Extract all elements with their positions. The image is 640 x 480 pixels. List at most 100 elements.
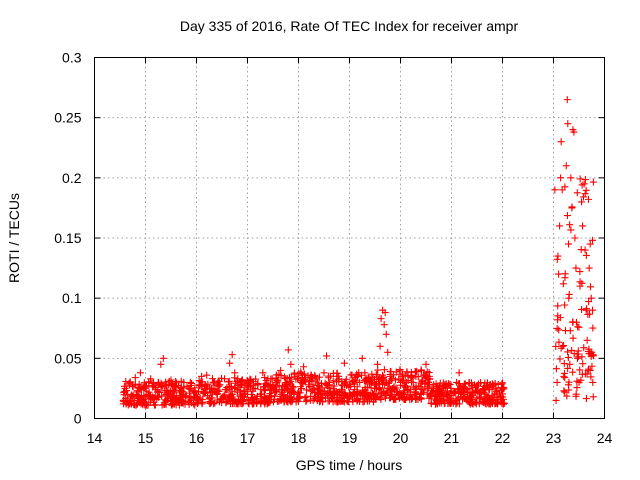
data-point <box>147 394 155 402</box>
data-point <box>397 381 405 389</box>
data-point <box>569 318 577 326</box>
data-point <box>390 371 398 379</box>
data-point <box>573 377 581 385</box>
data-point <box>210 385 218 393</box>
data-point <box>290 370 298 378</box>
data-point <box>585 365 593 373</box>
data-point <box>236 395 244 403</box>
data-point <box>231 379 239 387</box>
data-point <box>324 392 332 400</box>
y-tick-label: 0 <box>74 411 82 427</box>
data-point <box>281 373 289 381</box>
data-point <box>274 378 282 386</box>
data-point <box>579 222 587 230</box>
data-point <box>499 379 507 387</box>
data-point <box>340 359 348 367</box>
data-point <box>228 387 236 395</box>
data-point <box>453 396 461 404</box>
data-point <box>561 183 569 191</box>
data-point <box>177 396 185 404</box>
data-point <box>196 382 204 390</box>
data-point <box>468 382 476 390</box>
data-point <box>589 324 597 332</box>
data-point <box>165 378 173 386</box>
data-point <box>347 371 355 379</box>
data-point <box>589 378 597 386</box>
data-point <box>240 387 248 395</box>
data-point <box>551 186 559 194</box>
data-point <box>201 389 209 397</box>
data-point <box>135 394 143 402</box>
y-tick-label: 0.25 <box>54 110 81 126</box>
data-point <box>407 373 415 381</box>
data-point <box>404 393 412 401</box>
data-point <box>586 283 594 291</box>
data-point <box>589 306 597 314</box>
data-point <box>264 399 272 407</box>
data-point <box>318 384 326 392</box>
data-point <box>580 344 588 352</box>
data-point <box>382 390 390 398</box>
data-point <box>465 379 473 387</box>
data-point <box>564 120 572 128</box>
data-point <box>360 377 368 385</box>
data-point <box>565 386 573 394</box>
data-point <box>435 392 443 400</box>
data-point <box>578 181 586 189</box>
data-point <box>178 399 186 407</box>
data-point <box>129 391 137 399</box>
data-point <box>442 383 450 391</box>
data-point <box>158 401 166 409</box>
data-point <box>373 380 381 388</box>
data-point <box>381 309 389 317</box>
data-point <box>572 264 580 272</box>
x-axis-label: GPS time / hours <box>296 457 403 473</box>
data-point <box>234 386 242 394</box>
data-point <box>151 401 159 409</box>
data-point <box>568 346 576 354</box>
data-point <box>479 385 487 393</box>
data-point <box>555 338 563 346</box>
data-point <box>552 396 560 404</box>
y-tick-label: 0.2 <box>62 170 82 186</box>
data-point <box>387 391 395 399</box>
data-point <box>477 389 485 397</box>
data-point <box>579 360 587 368</box>
data-point <box>275 370 283 378</box>
data-point <box>375 385 383 393</box>
data-point <box>417 367 425 375</box>
data-point <box>136 384 144 392</box>
data-point <box>589 178 597 186</box>
data-point <box>556 355 564 363</box>
data-point <box>571 234 579 242</box>
data-point <box>198 372 206 380</box>
data-point <box>294 397 302 405</box>
data-point <box>129 383 137 391</box>
data-point <box>262 379 270 387</box>
data-point <box>437 399 445 407</box>
data-point <box>578 370 586 378</box>
y-tick-labels: 0 0.05 0.1 0.15 0.2 0.25 0.3 <box>54 50 81 427</box>
data-point <box>231 374 239 382</box>
x-tick-label: 20 <box>393 430 409 446</box>
data-point <box>552 365 560 373</box>
chart-title: Day 335 of 2016, Rate Of TEC Index for r… <box>180 18 519 34</box>
data-point <box>198 380 206 388</box>
data-point <box>179 391 187 399</box>
data-point <box>163 386 171 394</box>
data-point <box>586 310 594 318</box>
data-point <box>123 387 131 395</box>
data-point <box>578 198 586 206</box>
data-point <box>366 391 374 399</box>
data-point <box>587 373 595 381</box>
data-point <box>233 377 241 385</box>
data-point <box>413 367 421 375</box>
data-point <box>566 327 574 335</box>
data-point <box>223 386 231 394</box>
data-point <box>583 305 591 313</box>
x-tick-label: 19 <box>342 430 358 446</box>
x-tick-label: 16 <box>189 430 205 446</box>
data-point <box>582 186 590 194</box>
data-point <box>283 397 291 405</box>
